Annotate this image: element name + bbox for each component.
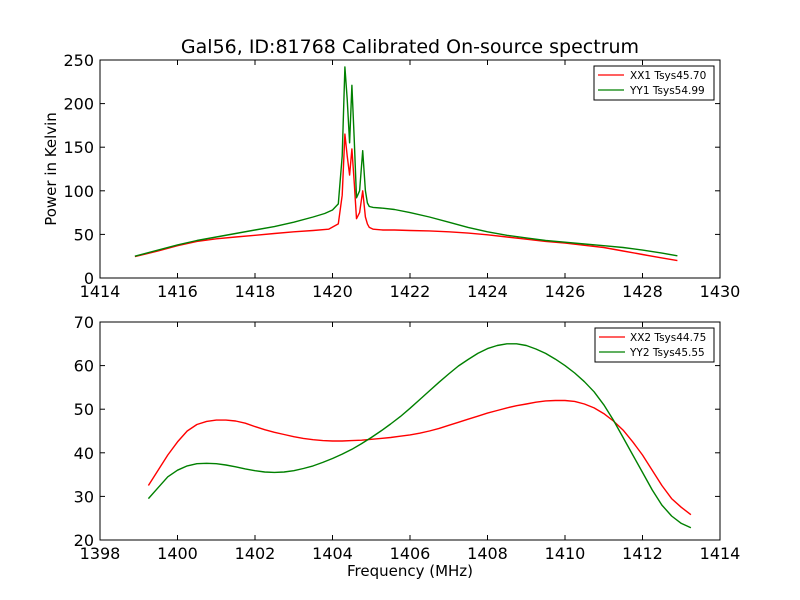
x-tick-label: 1418: [235, 282, 276, 301]
x-tick: 1408: [467, 322, 508, 563]
x-tick-label: 1408: [467, 544, 508, 563]
x-tick-label: 1426: [545, 282, 586, 301]
y-tick: 50: [74, 225, 720, 244]
x-tick: 1412: [622, 322, 663, 563]
y-tick-label: 100: [63, 182, 94, 201]
bottom-spectrum-panel: Frequency (MHz) 1398 1400 1402 1404 1406 1408…: [74, 313, 741, 580]
y-tick: 70: [74, 313, 720, 332]
x-tick-label: 1430: [700, 282, 741, 301]
x-tick-label: 1420: [312, 282, 353, 301]
y-tick-label: 20: [74, 531, 94, 550]
legend-label-xx2: XX2 Tsys44.75: [630, 332, 706, 344]
x-tick: 1430: [700, 60, 741, 301]
x-tick-label: 1402: [235, 544, 276, 563]
x-tick: 1398: [80, 322, 121, 563]
y-tick-label: 200: [63, 95, 94, 114]
bottom-legend-box: [594, 327, 715, 363]
x-tick-label: 1422: [390, 282, 431, 301]
y-tick-label: 70: [74, 313, 94, 332]
x-tick-label: 1412: [622, 544, 663, 563]
y-tick: 20: [74, 531, 720, 550]
y-tick-label: 40: [74, 444, 94, 463]
y-tick: 150: [63, 138, 720, 157]
y-tick: 30: [74, 487, 720, 506]
top-spectrum-panel: Power in Kelvin 1414 1416 1418 1420 1422 1424…: [42, 51, 740, 301]
y-tick: 60: [74, 357, 720, 376]
legend-label-yy1: YY1 Tsys54.99: [629, 85, 705, 97]
y-tick: 0: [84, 269, 720, 288]
x-tick: 1426: [545, 60, 586, 301]
x-tick-label: 1404: [312, 544, 353, 563]
y-tick-label: 60: [74, 357, 94, 376]
x-tick-label: 1410: [545, 544, 586, 563]
series-line-xx2: [147, 399, 692, 516]
top-y-axis-label: Power in Kelvin: [42, 112, 60, 226]
legend-label-yy2: YY2 Tsys45.55: [629, 347, 705, 359]
y-tick-label: 50: [74, 400, 94, 419]
x-tick-label: 1428: [622, 282, 663, 301]
series-line-yy1: [134, 66, 678, 257]
y-tick-label: 0: [84, 269, 94, 288]
x-tick: 1414: [80, 60, 121, 301]
y-tick-label: 150: [63, 138, 94, 157]
x-tick: 1422: [390, 60, 431, 301]
y-tick: 100: [63, 182, 720, 201]
x-tick: 1420: [312, 60, 353, 301]
x-tick: 1404: [312, 322, 353, 563]
bottom-legend: XX2 Tsys44.75 YY2 Tsys45.55: [594, 327, 715, 363]
x-tick-label: 1398: [80, 544, 121, 563]
x-tick: 1410: [545, 322, 586, 563]
chart-title: Gal56, ID:81768 Calibrated On-source spe…: [181, 36, 639, 58]
x-tick-label: 1424: [467, 282, 508, 301]
x-tick: 1418: [235, 60, 276, 301]
x-tick: 1424: [467, 60, 508, 301]
top-legend-box: [593, 65, 715, 101]
x-tick-label: 1400: [157, 544, 198, 563]
x-tick-label: 1416: [157, 282, 198, 301]
x-tick: 1416: [157, 60, 198, 301]
y-tick-label: 30: [74, 487, 94, 506]
series-line-xx1: [134, 133, 678, 262]
top-legend: XX1 Tsys45.70 YY1 Tsys54.99: [593, 65, 715, 101]
series-line-yy2: [147, 343, 692, 529]
y-tick: 50: [74, 400, 720, 419]
y-tick-label: 250: [63, 51, 94, 70]
x-tick-label: 1414: [700, 544, 741, 563]
x-tick-label: 1414: [80, 282, 121, 301]
x-tick: 1414: [700, 322, 741, 563]
y-tick: 250: [63, 51, 720, 70]
x-tick: 1400: [157, 322, 198, 563]
y-tick: 40: [74, 444, 720, 463]
x-tick-label: 1406: [390, 544, 431, 563]
x-tick: 1428: [622, 60, 663, 301]
y-tick-label: 50: [74, 225, 94, 244]
x-tick: 1402: [235, 322, 276, 563]
x-tick: 1406: [390, 322, 431, 563]
y-tick: 200: [63, 95, 720, 114]
bottom-x-axis-label: Frequency (MHz): [347, 562, 473, 580]
legend-label-xx1: XX1 Tsys45.70: [630, 70, 706, 82]
